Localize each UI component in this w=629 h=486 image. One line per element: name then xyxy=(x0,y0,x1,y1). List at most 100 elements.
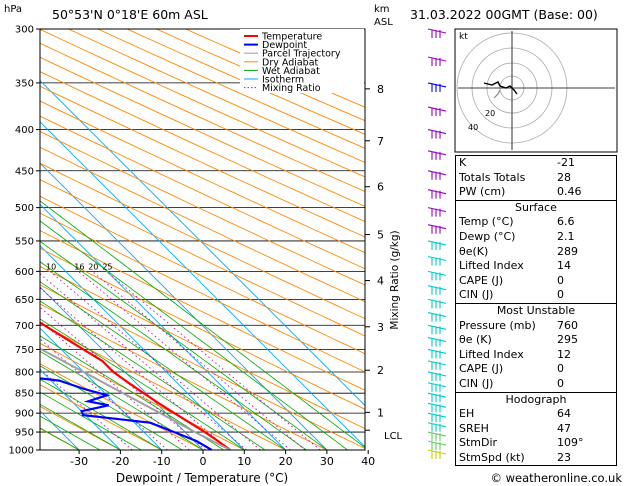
wind-barb xyxy=(427,440,447,451)
wet-adiabat-line xyxy=(40,391,142,450)
wind-barb xyxy=(427,324,447,335)
hodograph-ring-label: 20 xyxy=(485,109,495,118)
height-tick-label: 4 xyxy=(377,275,384,288)
index-label: Pressure (mb) xyxy=(459,318,536,332)
index-row: CIN (J) 0 xyxy=(456,288,616,303)
mixing-ratio-line xyxy=(40,368,133,450)
mixing-ratio-line xyxy=(49,271,261,450)
index-row: CIN (J) 0 xyxy=(456,377,616,392)
dry-adiabat-line xyxy=(40,42,365,192)
dry-adiabat-line xyxy=(40,100,365,254)
surface-box: Surface Temp (°C) 6.6 Dewp (°C) 2.1 θe(K) 2… xyxy=(455,199,617,303)
pressure-tick-label: 600 xyxy=(15,267,34,278)
mixing-ratio-label: 20 xyxy=(88,262,98,271)
index-label: CIN (J) xyxy=(459,376,494,390)
hpa-unit-label: hPa xyxy=(4,4,22,15)
isotherm-line xyxy=(40,79,365,407)
wind-barb xyxy=(427,224,447,234)
index-label: CAPE (J) xyxy=(459,273,504,287)
wind-barb xyxy=(427,207,447,217)
index-label: CAPE (J) xyxy=(459,362,504,376)
mixing-ratio-label: 4 xyxy=(0,262,2,271)
wind-barb xyxy=(427,270,447,281)
wind-barb xyxy=(427,449,447,459)
index-label: Dewp (°C) xyxy=(459,229,516,243)
index-label: CIN (J) xyxy=(459,288,494,302)
legend-label: Dry Adiabat xyxy=(262,57,319,68)
mixing-ratio-line xyxy=(106,271,321,450)
index-row: Pressure (mb) 760 xyxy=(456,319,616,334)
wet-adiabat-line xyxy=(40,350,204,450)
dry-adiabat-line xyxy=(40,384,162,450)
hodograph-indices-box: Hodograph EH 64 SREH 47 StmDir 109° StmSpd … xyxy=(455,391,617,467)
pressure-tick-label: 550 xyxy=(15,236,34,247)
wind-barb xyxy=(427,337,447,347)
index-value: 28 xyxy=(557,170,571,184)
mixing-ratio-label: 25 xyxy=(102,262,112,271)
surface-title: Surface xyxy=(515,200,557,214)
dry-adiabat-line xyxy=(97,29,365,149)
x-tick-label: 0 xyxy=(200,455,207,468)
x-tick-label: 10 xyxy=(237,455,251,468)
wind-barb xyxy=(427,431,447,442)
wind-barb xyxy=(427,106,447,117)
hodograph-storm-motion xyxy=(493,89,501,99)
isotherm-line xyxy=(40,245,245,450)
mixing-ratio-line xyxy=(40,338,168,450)
asl-unit-label: ASL xyxy=(374,17,393,28)
x-tick-label: 40 xyxy=(361,455,375,468)
index-row: SREH 47 xyxy=(456,422,616,437)
isotherm-line xyxy=(40,327,163,450)
dry-adiabat-line xyxy=(40,212,365,373)
index-value: 295 xyxy=(557,333,578,347)
isotherm-line xyxy=(40,203,286,450)
index-row: Lifted Index 12 xyxy=(456,348,616,363)
wet-adiabat-line xyxy=(40,335,224,450)
wind-barb xyxy=(427,392,447,403)
index-value: 12 xyxy=(557,347,571,361)
index-value: 0 xyxy=(557,362,564,376)
index-value: 23 xyxy=(557,450,571,464)
dry-adiabat-line xyxy=(40,179,365,337)
dry-adiabat-line xyxy=(40,146,365,303)
legend-label: Wet Adiabat xyxy=(262,66,320,77)
index-value: 0 xyxy=(557,376,564,390)
height-tick-label: 8 xyxy=(377,83,384,96)
hodograph-ring-label: 40 xyxy=(468,123,478,132)
index-value: 0 xyxy=(557,288,564,302)
index-row: Lifted Index 14 xyxy=(456,259,616,274)
index-value: 47 xyxy=(557,421,571,435)
x-tick-label: -20 xyxy=(111,455,129,468)
height-tick-label: 7 xyxy=(377,135,384,148)
basic-indices-box: K -21 Totals Totals 28 PW (cm) 0.46 xyxy=(455,155,617,200)
index-label: θe(K) xyxy=(459,244,489,258)
index-row: PW (cm) 0.46 xyxy=(456,185,616,200)
index-row: CAPE (J) 0 xyxy=(456,274,616,289)
wet-adiabat-line xyxy=(40,300,266,450)
wet-adiabat-line xyxy=(40,403,121,450)
wind-barb xyxy=(427,285,447,295)
wind-barb xyxy=(427,28,447,38)
indices-panel: K -21 Totals Totals 28 PW (cm) 0.46 Surface… xyxy=(455,155,617,467)
dry-adiabat-line xyxy=(40,131,365,286)
dry-adiabat-line xyxy=(40,195,365,355)
mixing-ratio-line xyxy=(40,320,190,450)
x-axis-title: Dewpoint / Temperature (°C) xyxy=(116,471,288,485)
hodograph-kt-label: kt xyxy=(459,32,468,42)
dry-adiabat-line xyxy=(40,363,204,450)
index-value: 760 xyxy=(557,318,578,332)
index-row: Temp (°C) 6.6 xyxy=(456,215,616,230)
mixing-ratio-line xyxy=(92,271,306,450)
index-value: 64 xyxy=(557,407,571,421)
x-tick-label: -30 xyxy=(70,455,88,468)
index-label: θe (K) xyxy=(459,333,492,347)
mixing-ratio-line xyxy=(40,287,230,450)
wind-barb xyxy=(427,129,447,139)
wind-barb xyxy=(427,298,447,309)
height-tick-label: 2 xyxy=(377,364,384,377)
most-unstable-title: Most Unstable xyxy=(496,303,576,317)
wind-barb xyxy=(427,348,447,359)
pressure-tick-label: 650 xyxy=(15,295,34,306)
hodograph-frame xyxy=(454,28,618,153)
pressure-tick-label: 350 xyxy=(15,78,34,89)
